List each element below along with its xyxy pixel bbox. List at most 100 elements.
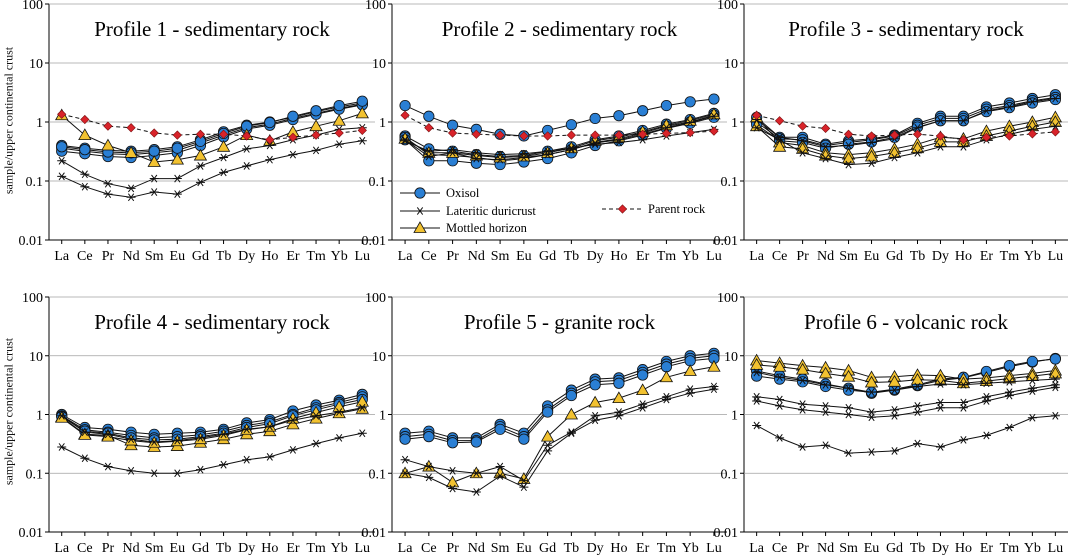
x-tick-label-ce: Ce [772,249,788,264]
mottled-point [517,149,531,162]
x-tick-label-pr: Pr [102,541,115,556]
y-tick-label: 100 [22,291,43,306]
parent-rock-point [614,130,624,140]
lateritic-point [80,428,90,437]
mottled-point [635,383,650,396]
x-tick-label-tm: Tm [1000,249,1020,264]
lateritic-point [752,397,762,405]
lateritic-point [912,123,922,132]
lateritic-point [103,190,113,198]
x-tick-label-nd: Nd [468,541,485,556]
parent-rock-point [447,128,458,138]
parent-rock-point [566,130,577,140]
lateritic-point [195,162,205,170]
lateritic-point [566,144,576,153]
oxisol-point [565,119,577,131]
x-tick-label-er: Er [980,541,994,556]
parent-rock-point [218,129,229,139]
lateritic-point [334,408,344,416]
lateritic-point [752,392,762,401]
lateritic-point [57,411,67,420]
x-tick-label-nd: Nd [123,249,140,264]
parent-rock-point [311,130,321,140]
oxisol-point [414,187,426,199]
panel-title: Profile 1 - sedimentary rock [94,17,330,41]
lateritic-point [311,439,321,448]
lateritic-point [890,447,900,455]
parent-rock-point [958,135,969,145]
mottled-point [841,369,856,382]
oxisol-point [589,379,601,391]
mottled-point [101,138,115,151]
lateritic-point [424,462,434,471]
mottled-point [841,151,856,164]
series-line-lateritic [405,388,714,493]
parent-rock-point [935,131,946,141]
x-tick-label-dy: Dy [587,249,604,264]
mottled-point [818,366,833,379]
x-tick-label-lu: Lu [1048,249,1064,264]
mottled-point [413,221,427,233]
lateritic-point [798,148,808,157]
panel-title: Profile 3 - sedimentary rock [788,17,1024,41]
x-tick-label-ho: Ho [261,249,278,264]
x-tick-label-gd: Gd [192,541,209,556]
lateritic-point [219,168,229,177]
x-tick-label-er: Er [286,249,300,264]
lateritic-point [798,443,808,451]
lateritic-point [519,153,529,162]
lateritic-point [126,193,136,202]
x-tick-label-er: Er [636,249,650,264]
lateritic-point [867,388,877,397]
x-tick-label-pr: Pr [102,249,115,264]
parent-rock-point [866,131,877,141]
oxisol-point [589,112,601,125]
lateritic-point [334,433,344,442]
lateritic-point [1050,122,1060,131]
lateritic-point [958,435,968,444]
y-tick-label: 0.1 [26,175,44,190]
lateritic-point [775,133,785,142]
lateritic-point [821,408,831,416]
lateritic-point [334,140,344,149]
oxisol-point [470,436,482,448]
oxisol-point [796,376,809,388]
parent-rock-point [103,121,113,131]
lateritic-point [1050,411,1060,420]
parent-rock-point [424,123,434,133]
mottled-point [749,358,764,370]
lateritic-point [685,385,695,394]
oxisol-point [310,105,322,117]
panel-profile-4: 0.01 0.1 1 10 100 La Ce Pr Nd Sm Eu Gd Tb Dy Ho Er Tm Yb L… [19,291,375,556]
parent-rock-point [889,130,900,140]
y-tick-label: 10 [372,57,386,72]
parent-rock-point [752,110,762,120]
parent-rock-point [172,130,182,140]
lateritic-point [638,403,648,412]
lateritic-point [80,170,90,179]
lateritic-point [958,398,968,407]
oxisol-point [79,144,91,156]
y-tick-label: 0.1 [721,175,739,190]
oxisol-point [287,110,299,122]
mottled-point [445,475,460,488]
lateritic-point [219,460,229,469]
x-tick-label-tb: Tb [910,541,926,556]
lateritic-point [57,156,67,165]
lateritic-point [1004,391,1014,400]
lateritic-point [357,136,367,145]
x-tick-label-eu: Eu [170,249,186,264]
lateritic-point [149,438,159,446]
x-tick-label-sm: Sm [145,249,164,264]
y-tick-label: 1 [379,116,386,131]
lateritic-point [844,160,854,169]
oxisol-point [751,370,763,382]
x-tick-label-la: La [398,541,414,556]
lateritic-point [981,431,991,440]
mottled-point [1048,366,1063,379]
x-tick-label-pr: Pr [446,541,459,556]
parent-rock-point [843,129,854,139]
panel-profile-6: 0.01 0.1 1 10 100 La Ce Pr Nd Sm Eu Gd Tb Dy Ho Er Tm Yb L… [714,291,1068,556]
lateritic-point [844,449,854,458]
oxisol-point [1049,93,1061,106]
